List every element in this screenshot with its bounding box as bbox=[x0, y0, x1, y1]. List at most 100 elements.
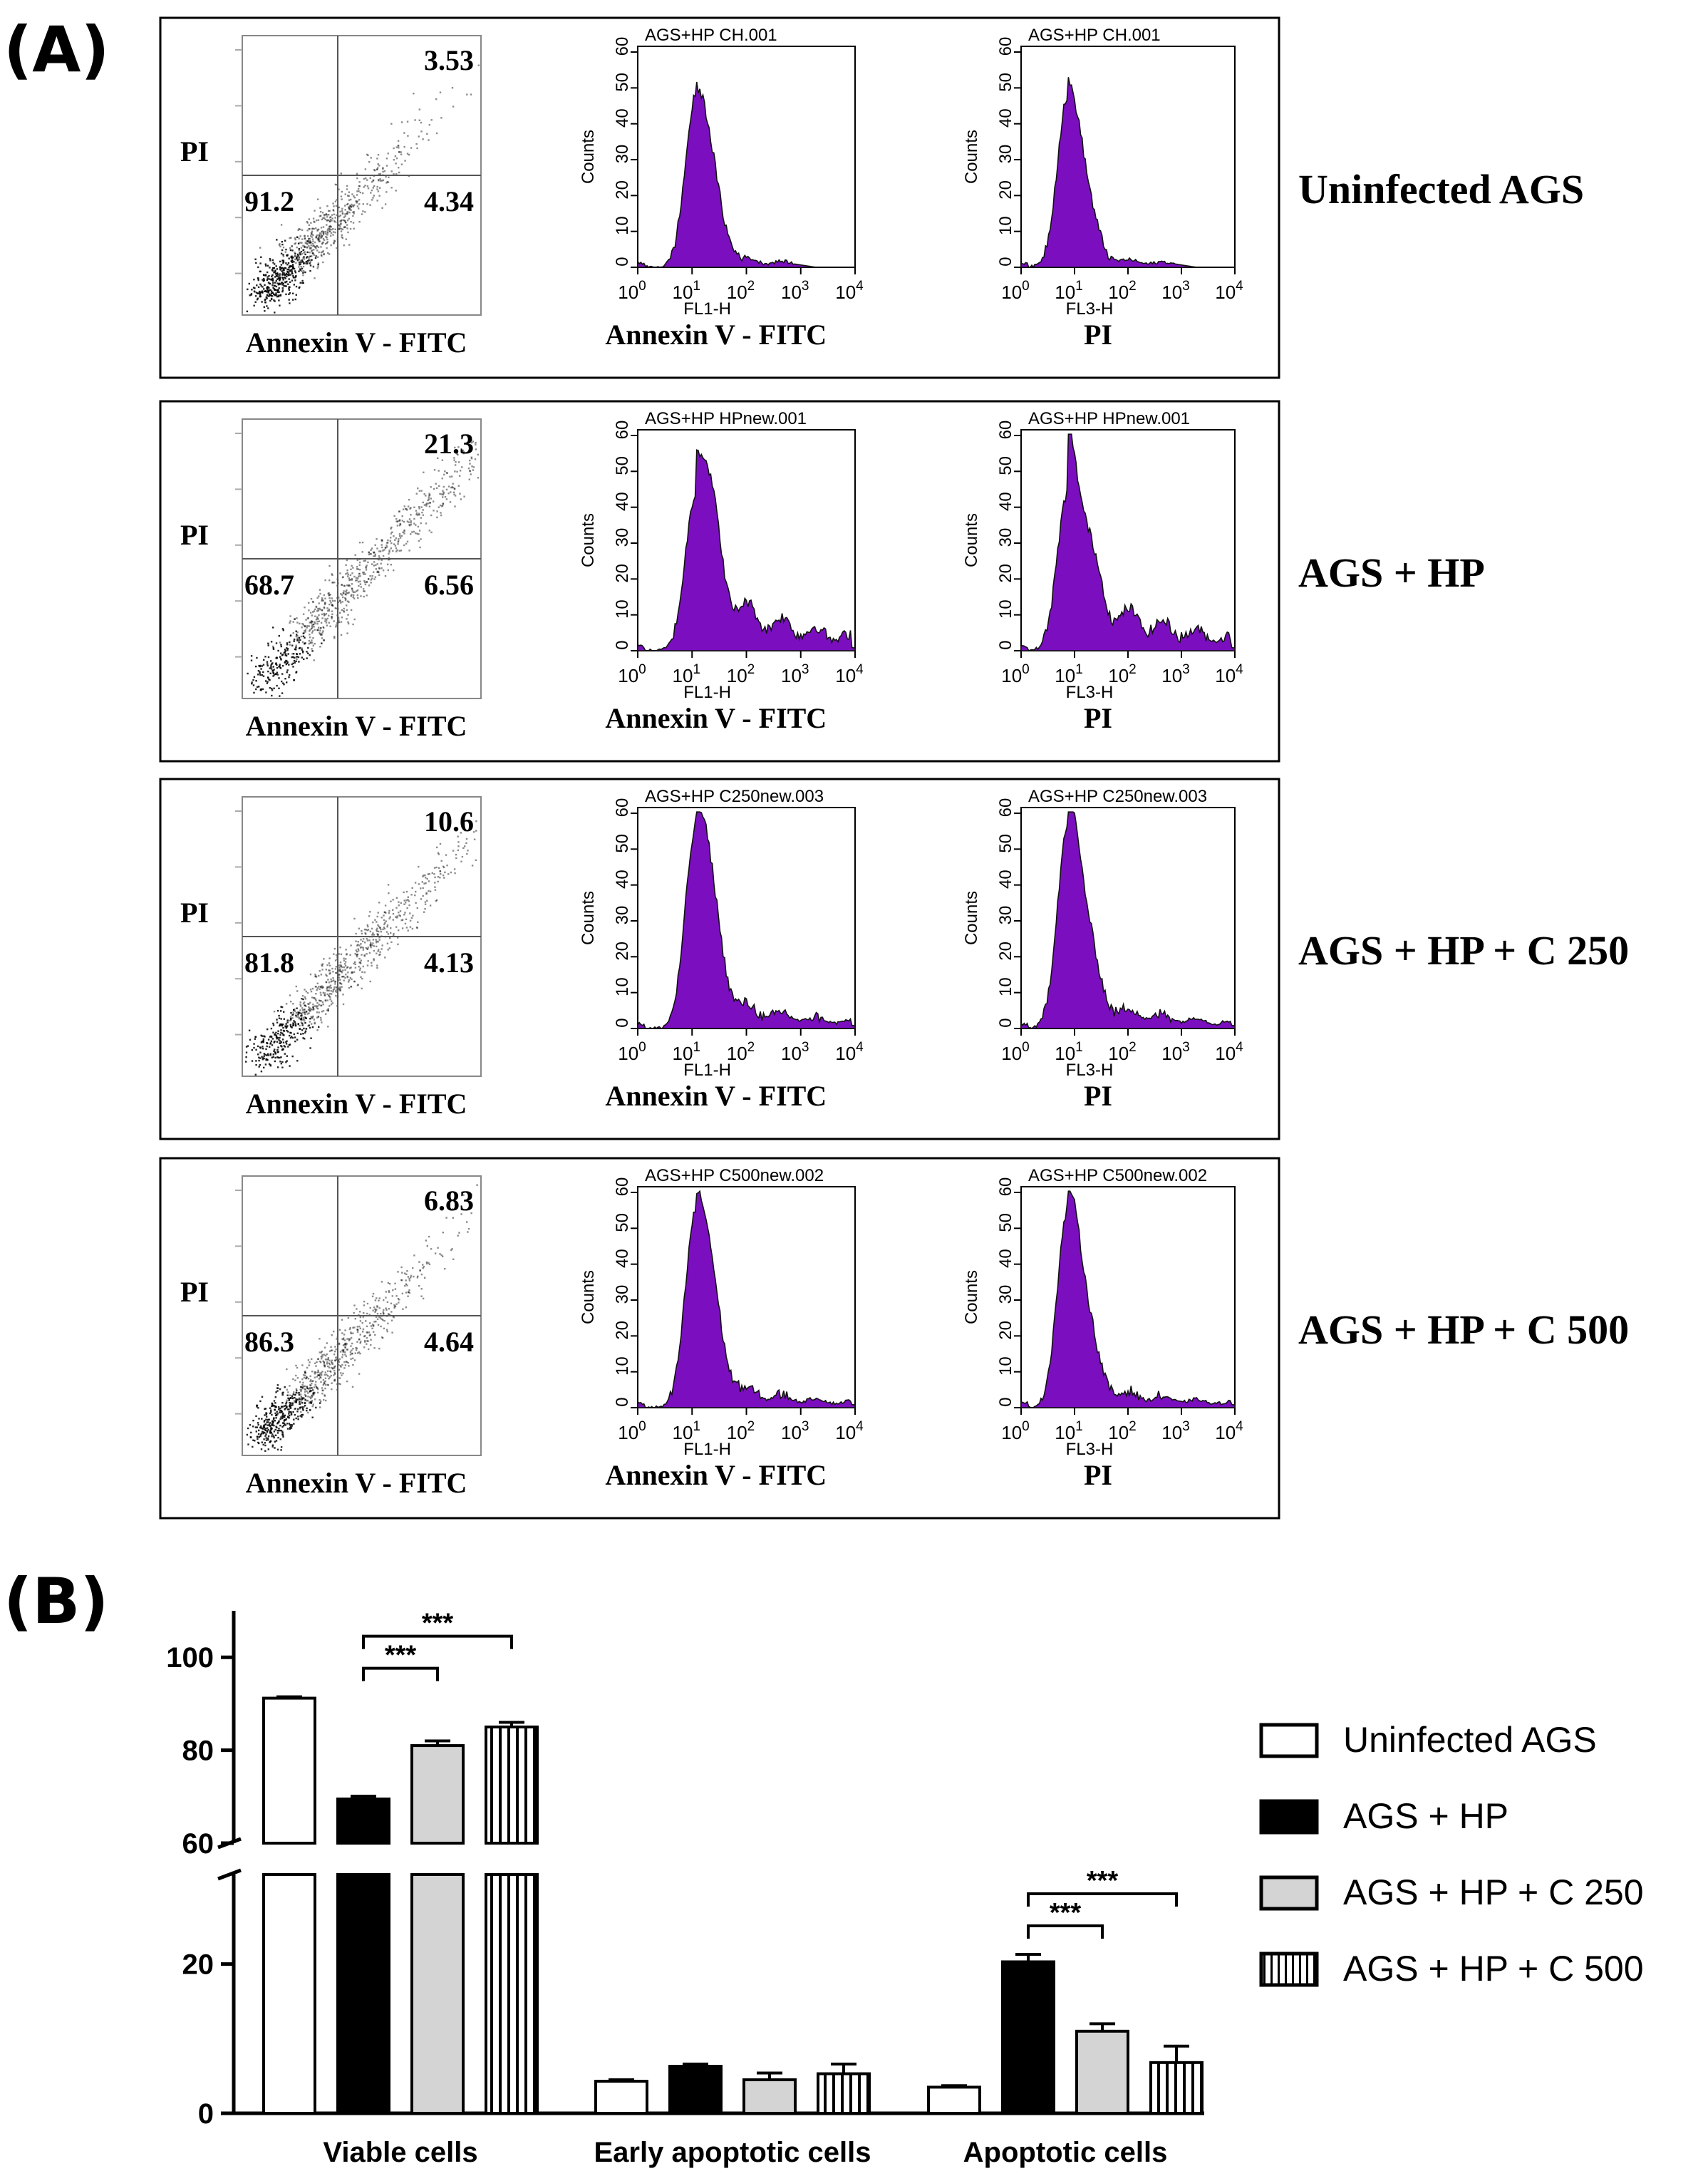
y-tick-label: 40 bbox=[996, 108, 1015, 128]
y-tick-label: 50 bbox=[613, 73, 632, 92]
y-axis-label: Counts bbox=[962, 513, 981, 567]
histogram-x-label: PI bbox=[1084, 1459, 1112, 1491]
histogram-x-label: Annexin V - FITC bbox=[605, 1459, 827, 1491]
panel-a-label: (A) bbox=[4, 13, 110, 86]
y-axis-label: Counts bbox=[579, 130, 598, 184]
y-tick-label: 10 bbox=[613, 977, 632, 996]
x-tick-label: 100 bbox=[618, 662, 646, 686]
x-tick-label: 104 bbox=[835, 1040, 864, 1064]
y-tick-label: 0 bbox=[613, 257, 632, 266]
quadrant-lower-right: 4.34 bbox=[424, 185, 474, 217]
significance-label: *** bbox=[422, 1609, 454, 1639]
row-box bbox=[159, 400, 1280, 763]
x-tick-label: 100 bbox=[618, 1040, 646, 1064]
y-tick-label: 60 bbox=[613, 421, 632, 440]
x-tick-label: 100 bbox=[1001, 1419, 1030, 1443]
x-tick-label: 100 bbox=[1001, 662, 1030, 686]
y-tick-label: 0 bbox=[996, 1018, 1015, 1027]
histogram-area bbox=[1020, 1190, 1236, 1408]
y-tick-label: 10 bbox=[613, 599, 632, 619]
scatter-y-label: PI bbox=[180, 897, 209, 929]
scatter-x-label: Annexin V - FITC bbox=[246, 710, 467, 742]
significance-label: *** bbox=[385, 1641, 417, 1671]
y-axis-label: Counts bbox=[579, 891, 598, 945]
y-tick-label: 30 bbox=[996, 1285, 1015, 1304]
y-tick-label: 20 bbox=[613, 180, 632, 200]
x-axis-channel: FL1-H bbox=[683, 1061, 731, 1080]
quadrant-lower-right: 4.13 bbox=[424, 947, 474, 979]
legend-swatch bbox=[1259, 1723, 1319, 1758]
x-tick-label: 104 bbox=[835, 279, 864, 303]
y-tick-label: 10 bbox=[996, 977, 1015, 996]
y-tick-label: 0 bbox=[996, 1397, 1015, 1406]
y-tick-label: 20 bbox=[996, 564, 1015, 583]
histogram-title: AGS+HP CH.001 bbox=[645, 26, 777, 45]
condition-label: AGS + HP bbox=[1298, 550, 1485, 596]
histogram-x-label: PI bbox=[1084, 319, 1112, 351]
y-tick-label: 60 bbox=[613, 37, 632, 56]
bar bbox=[927, 2085, 981, 2115]
panel-a: 3.53 91.2 4.34 PI Annexin V - FITC AGS+HP CH.… bbox=[159, 16, 1629, 1520]
x-tick-label: 100 bbox=[1001, 1040, 1030, 1064]
histogram-area bbox=[1020, 77, 1235, 269]
panel-b: 0 20 60 80 100 Viable cells Early apoptotic ce… bbox=[166, 1609, 1643, 2168]
histogram-title: AGS+HP C500new.002 bbox=[1028, 1166, 1207, 1185]
legend-label: AGS + HP + C 250 bbox=[1343, 1872, 1644, 1912]
panel-b-label: (B) bbox=[4, 1564, 109, 1638]
y-tick-label: 0 bbox=[198, 2098, 214, 2130]
y-tick-label: 40 bbox=[996, 492, 1015, 511]
y-tick-label: 20 bbox=[996, 942, 1015, 961]
histogram-x-label: PI bbox=[1084, 702, 1112, 734]
x-tick-label: 103 bbox=[781, 279, 809, 303]
row-box bbox=[159, 1157, 1280, 1520]
x-tick-label: 103 bbox=[1161, 279, 1190, 303]
y-tick-label: 50 bbox=[613, 1213, 632, 1232]
x-axis-channel: FL3-H bbox=[1066, 299, 1114, 319]
flow-row: 10.6 81.8 4.13 PI Annexin V - FITC AGS+HP C25… bbox=[159, 778, 1629, 1140]
bar bbox=[742, 2078, 797, 2115]
histogram-title: AGS+HP HPnew.001 bbox=[1028, 409, 1190, 428]
bar-lower bbox=[485, 1873, 539, 2115]
flow-row: 3.53 91.2 4.34 PI Annexin V - FITC AGS+HP CH.… bbox=[159, 16, 1584, 379]
y-tick-label: 30 bbox=[996, 906, 1015, 925]
y-axis-label: Counts bbox=[579, 513, 598, 567]
scatter-y-label: PI bbox=[180, 135, 209, 167]
bar bbox=[410, 1744, 465, 1845]
y-tick-label: 30 bbox=[613, 145, 632, 164]
x-tick-label: 103 bbox=[1161, 1040, 1190, 1064]
histogram-frame bbox=[637, 46, 856, 268]
y-tick-label: 60 bbox=[996, 421, 1015, 440]
y-tick-label: 60 bbox=[613, 1177, 632, 1197]
histogram-title: AGS+HP C250new.003 bbox=[1028, 787, 1207, 806]
y-tick-label: 10 bbox=[996, 599, 1015, 619]
y-tick-label: 80 bbox=[182, 1736, 214, 1767]
quadrant-lower-left: 68.7 bbox=[244, 569, 294, 601]
quadrant-upper-right: 6.83 bbox=[424, 1185, 474, 1217]
x-axis-channel: FL1-H bbox=[683, 1440, 731, 1459]
histogram-frame bbox=[637, 807, 856, 1029]
histogram-x-label: Annexin V - FITC bbox=[605, 319, 827, 351]
histogram-title: AGS+HP C250new.003 bbox=[645, 787, 824, 806]
bar bbox=[1075, 2029, 1129, 2115]
x-category-label: Viable cells bbox=[323, 2137, 477, 2168]
histogram-title: AGS+HP CH.001 bbox=[1028, 26, 1161, 45]
x-tick-label: 104 bbox=[835, 662, 864, 686]
quadrant-lower-right: 4.64 bbox=[424, 1326, 474, 1358]
y-tick-label: 20 bbox=[613, 564, 632, 583]
scatter-x-label: Annexin V - FITC bbox=[246, 326, 467, 359]
x-tick-label: 104 bbox=[1215, 1419, 1243, 1443]
histogram-area bbox=[637, 1190, 856, 1408]
y-tick-label: 40 bbox=[613, 870, 632, 889]
significance-bracket bbox=[362, 1634, 513, 1649]
scatter-x-label: Annexin V - FITC bbox=[246, 1467, 467, 1499]
y-tick-label: 0 bbox=[996, 640, 1015, 649]
histogram-x-label: PI bbox=[1084, 1080, 1112, 1112]
flow-row: 6.83 86.3 4.64 PI Annexin V - FITC AGS+HP C50… bbox=[159, 1157, 1629, 1520]
y-tick-label: 50 bbox=[996, 834, 1015, 853]
quadrant-lower-left: 81.8 bbox=[244, 947, 294, 979]
axis-break-mark bbox=[217, 1868, 242, 1881]
scatter-points bbox=[247, 440, 480, 697]
y-tick-label: 10 bbox=[613, 216, 632, 235]
bar bbox=[336, 1798, 390, 1845]
y-tick-label: 50 bbox=[613, 834, 632, 853]
